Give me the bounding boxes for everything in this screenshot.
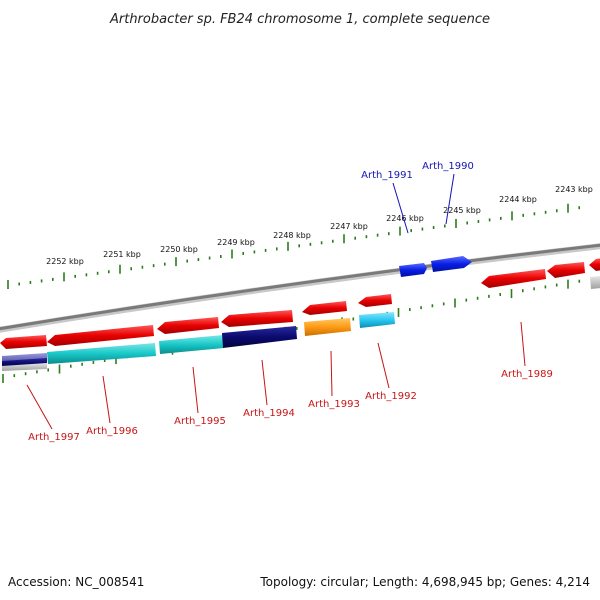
kbp-label: 2249 kbp (217, 238, 255, 247)
accession-text: Accession: NC_008541 (8, 575, 144, 589)
gene-label-arth-1989[interactable]: Arth_1989 (501, 369, 553, 380)
feature-band-lightblue-1992 (359, 312, 395, 328)
feature-band-cyan-1996 (47, 343, 156, 364)
gene-label-arth-1995[interactable]: Arth_1995 (174, 416, 226, 427)
callout-line (445, 173, 455, 225)
kbp-label: 2248 kbp (273, 231, 311, 240)
gene-arth-1996[interactable] (47, 325, 154, 346)
gene-arth-1995[interactable] (157, 317, 219, 334)
feature-band-orange-1993 (304, 318, 351, 336)
gene-arth-1988[interactable] (547, 262, 585, 278)
kbp-label: 2243 kbp (555, 185, 593, 194)
kbp-scale-labels: 2252 kbp 2251 kbp 2250 kbp 2249 kbp 2248 kbp… (46, 185, 593, 266)
gene-arth-1989[interactable] (481, 269, 546, 288)
gene-arth-1992[interactable] (358, 294, 392, 307)
callout-line (261, 359, 268, 406)
gene-label-arth-1996[interactable]: Arth_1996 (86, 426, 138, 437)
outer-tick-scale (7, 203, 581, 289)
genome-summary-text: Topology: circular; Length: 4,698,945 bp… (259, 575, 590, 589)
callout-line (392, 182, 409, 234)
feature-band-navy-1994 (222, 326, 297, 348)
feature-band-grey-left (2, 363, 47, 371)
gene-arth-1994[interactable] (221, 310, 293, 327)
gene-arth-1990[interactable] (431, 256, 472, 272)
kbp-label: 2252 kbp (46, 257, 84, 266)
gene-label-arth-1992[interactable]: Arth_1992 (365, 391, 417, 402)
kbp-label: 2250 kbp (160, 245, 198, 254)
gene-label-arth-1993[interactable]: Arth_1993 (308, 399, 360, 410)
kbp-label: 2251 kbp (103, 250, 141, 259)
gene-callouts: Arth_1991 Arth_1990 Arth_1997 Arth_1996 Arth… (26, 161, 553, 443)
feature-band-grey-right (590, 276, 600, 289)
map-title: Arthrobacter sp. FB24 chromosome 1, comp… (109, 12, 490, 27)
gene-arth-1991[interactable] (399, 263, 427, 277)
gene-label-arth-1990[interactable]: Arth_1990 (422, 161, 474, 172)
kbp-label: 2246 kbp (386, 214, 424, 223)
callout-line (102, 375, 111, 424)
callout-line (520, 321, 526, 367)
gene-arth-1993[interactable] (302, 301, 347, 315)
gene-label-arth-1997[interactable]: Arth_1997 (28, 432, 80, 443)
kbp-label: 2245 kbp (443, 206, 481, 215)
callout-line (192, 366, 199, 414)
kbp-label: 2244 kbp (499, 195, 537, 204)
chromosome-backbone (0, 243, 600, 331)
callout-line (377, 342, 390, 389)
gene-arth-1987[interactable] (589, 258, 600, 271)
feature-band-cyan-1995 (159, 335, 224, 354)
gene-arth-1997[interactable] (0, 335, 47, 349)
callout-line (330, 350, 333, 397)
gene-label-arth-1994[interactable]: Arth_1994 (243, 408, 295, 419)
kbp-label: 2247 kbp (330, 222, 368, 231)
gene-label-arth-1991[interactable]: Arth_1991 (361, 170, 413, 181)
callout-line (26, 384, 53, 430)
